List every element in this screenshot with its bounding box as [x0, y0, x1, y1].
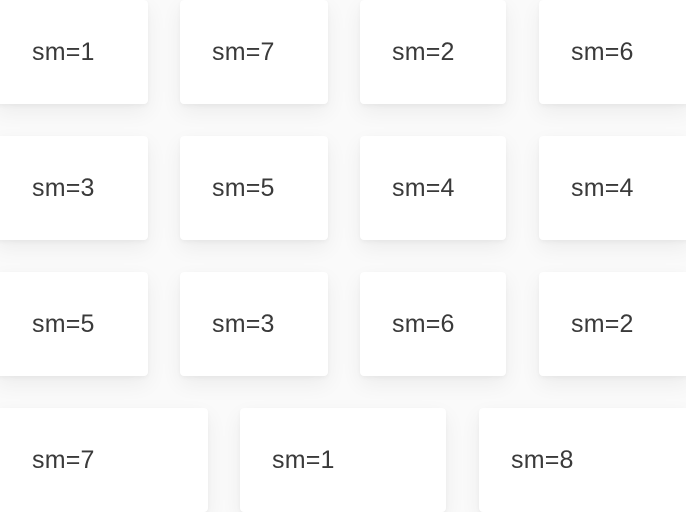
grid-item: sm=7	[0, 408, 208, 512]
grid-row-3: sm=5 sm=3 sm=6 sm=2	[0, 272, 686, 376]
grid-item: sm=4	[539, 136, 686, 240]
grid-item: sm=1	[240, 408, 446, 512]
grid-item-label: sm=7	[212, 37, 275, 66]
grid-item: sm=6	[360, 272, 506, 376]
grid-row-4: sm=7 sm=1 sm=8	[0, 408, 686, 512]
grid-item: sm=2	[539, 272, 686, 376]
grid-item-label: sm=1	[272, 445, 335, 474]
grid-item-label: sm=6	[571, 37, 634, 66]
grid-item: sm=2	[360, 0, 506, 104]
grid-item-label: sm=4	[571, 173, 634, 202]
grid-row-2: sm=3 sm=5 sm=4 sm=4	[0, 136, 686, 240]
grid-item-label: sm=5	[212, 173, 275, 202]
grid-item: sm=6	[539, 0, 686, 104]
grid-item: sm=3	[180, 272, 328, 376]
grid-item: sm=5	[0, 272, 148, 376]
grid-item-label: sm=4	[392, 173, 455, 202]
grid-item-label: sm=8	[511, 445, 574, 474]
grid-item: sm=4	[360, 136, 506, 240]
grid-item-label: sm=3	[212, 309, 275, 338]
grid-item-label: sm=1	[32, 37, 95, 66]
grid-item-label: sm=5	[32, 309, 95, 338]
grid-item-label: sm=2	[392, 37, 455, 66]
grid-item-label: sm=7	[32, 445, 95, 474]
grid-item: sm=1	[0, 0, 148, 104]
grid-item-label: sm=6	[392, 309, 455, 338]
grid-item: sm=7	[180, 0, 328, 104]
grid-item: sm=3	[0, 136, 148, 240]
grid-item-label: sm=3	[32, 173, 95, 202]
grid-item: sm=5	[180, 136, 328, 240]
grid-item: sm=8	[479, 408, 686, 512]
grid-item-label: sm=2	[571, 309, 634, 338]
grid-row-1: sm=1 sm=7 sm=2 sm=6	[0, 0, 686, 104]
